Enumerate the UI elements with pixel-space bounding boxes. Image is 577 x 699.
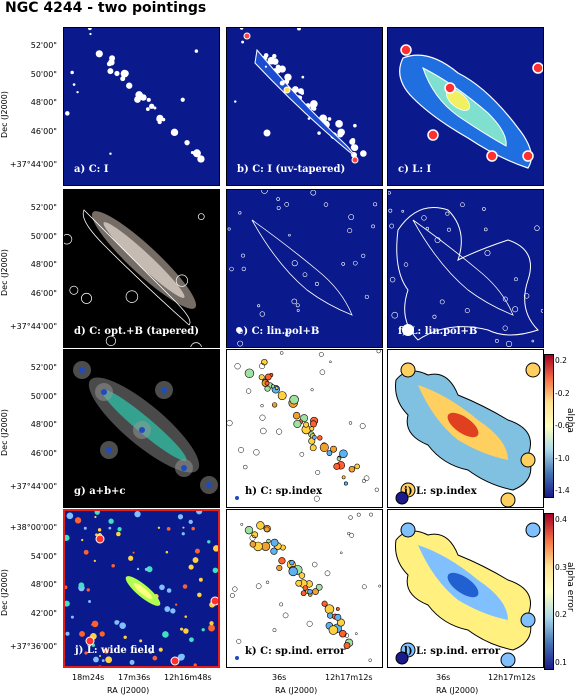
x-tick-col3-1: 12h17m12s bbox=[488, 673, 536, 682]
y-tick-row4-2: 48'00" bbox=[30, 580, 57, 590]
y-axis-label-row3: Dec (J2000) bbox=[0, 409, 9, 457]
y-tick-row4-4: +37°36'00" bbox=[9, 642, 57, 652]
y-tick-row4-1: 54'00" bbox=[30, 551, 57, 561]
x-tick-col1-1: 17m36s bbox=[118, 673, 151, 682]
x-axis-label-col1: RA (J2000) bbox=[107, 686, 150, 695]
colorbar-tick-0-1: -0.2 bbox=[555, 388, 570, 398]
colorbar-tick-1-3: 0.1 bbox=[555, 658, 567, 667]
y-tick-row1-0: 52'00" bbox=[30, 41, 57, 51]
figure-title: NGC 4244 - two pointings bbox=[5, 0, 207, 16]
panel-f-image bbox=[388, 191, 543, 347]
panel-i: i) L: sp.index bbox=[387, 349, 544, 508]
panel-l: l) L: sp.ind. error bbox=[387, 509, 544, 668]
colorbar-alpha bbox=[544, 354, 554, 498]
x-tick-col2-1: 12h17m12s bbox=[325, 673, 373, 682]
panel-j-label: j) L: wide field bbox=[75, 645, 155, 656]
panel-l-label: l) L: sp.ind. error bbox=[404, 646, 501, 657]
y-tick-row3-0: 52'00" bbox=[30, 363, 57, 373]
panel-b: b) C: I (uv-tapered) bbox=[226, 27, 383, 186]
y-tick-row3-2: 48'00" bbox=[30, 420, 57, 430]
colorbar-tick-1-0: 0.4 bbox=[555, 515, 567, 524]
panel-g: g) a+b+c bbox=[63, 349, 220, 508]
x-tick-col2-0: 36s bbox=[272, 673, 287, 682]
panel-d: d) C: opt.+B (tapered) bbox=[63, 189, 220, 348]
x-axis-label-col3: RA (J2000) bbox=[436, 686, 479, 695]
y-tick-row1-2: 48'00" bbox=[30, 98, 57, 108]
y-tick-row4-3: 42'00" bbox=[30, 608, 57, 618]
panel-l-image bbox=[395, 522, 541, 667]
panel-g-image bbox=[73, 361, 218, 494]
panel-k-label: k) C: sp.ind. error bbox=[245, 646, 346, 657]
panel-d-image bbox=[64, 209, 205, 347]
y-tick-row2-1: 50'00" bbox=[30, 231, 57, 241]
panel-k-image bbox=[229, 512, 382, 662]
panel-a: a) C: I bbox=[63, 27, 220, 186]
y-tick-row2-4: +37°44'00" bbox=[9, 322, 57, 332]
colorbar-alpha-error-title: alpha error bbox=[565, 562, 575, 612]
colorbar-tick-0-3: -1.0 bbox=[555, 453, 570, 463]
y-axis-label-row2: Dec (J2000) bbox=[0, 249, 9, 297]
y-tick-row2-2: 48'00" bbox=[30, 260, 57, 270]
panel-j-image bbox=[65, 511, 218, 666]
panel-h-image bbox=[227, 350, 381, 502]
y-tick-row2-0: 52'00" bbox=[30, 203, 57, 213]
panel-e-image bbox=[227, 190, 378, 347]
x-tick-col1-2: 12h16m48s bbox=[164, 673, 212, 682]
y-tick-row3-4: +37°44'00" bbox=[9, 482, 57, 492]
panel-k: k) C: sp.ind. error bbox=[226, 509, 383, 668]
panel-f-label: f) L: lin.pol+B bbox=[398, 326, 478, 337]
panel-h-label: h) C: sp.index bbox=[245, 486, 323, 497]
panel-d-label: d) C: opt.+B (tapered) bbox=[74, 326, 199, 337]
panel-c: c) L: I bbox=[387, 27, 544, 186]
y-tick-row3-3: 46'00" bbox=[30, 448, 57, 458]
y-tick-row1-3: 46'00" bbox=[30, 126, 57, 136]
colorbar-tick-0-2: -0.6 bbox=[555, 421, 570, 430]
panel-j: j) L: wide field bbox=[63, 509, 220, 668]
panel-b-label: b) C: I (uv-tapered) bbox=[237, 164, 346, 175]
panel-h: h) C: sp.index bbox=[226, 349, 383, 508]
y-tick-row1-1: 50'00" bbox=[30, 69, 57, 79]
y-tick-row2-3: 46'00" bbox=[30, 288, 57, 298]
panel-b-image bbox=[234, 28, 367, 164]
colorbar-tick-0-4: -1.4 bbox=[555, 486, 570, 495]
y-tick-row4-0: +38°00'00" bbox=[9, 523, 57, 533]
panel-i-image bbox=[395, 362, 541, 507]
panel-g-label: g) a+b+c bbox=[74, 486, 126, 497]
y-axis-label-row1: Dec (J2000) bbox=[0, 91, 9, 139]
y-axis-label-row4: Dec (J2000) bbox=[0, 569, 9, 617]
panel-c-image bbox=[399, 44, 543, 169]
panel-i-label: i) L: sp.index bbox=[404, 486, 477, 497]
colorbar-alpha-title: alpha bbox=[565, 408, 575, 433]
colorbar-alpha-error bbox=[544, 513, 554, 670]
y-tick-row1-4: +37°44'00" bbox=[9, 160, 57, 170]
x-axis-label-col2: RA (J2000) bbox=[275, 686, 318, 695]
panel-a-image bbox=[65, 28, 205, 163]
panel-e-label: e) C: lin.pol+B bbox=[237, 326, 320, 337]
panel-a-label: a) C: I bbox=[74, 164, 109, 175]
colorbar-tick-1-2: 0.2 bbox=[555, 610, 567, 620]
panel-c-label: c) L: I bbox=[398, 164, 432, 175]
y-tick-row3-1: 50'00" bbox=[30, 391, 57, 401]
colorbar-tick-1-1: 0.3 bbox=[555, 562, 567, 572]
x-tick-col3-0: 36s bbox=[436, 673, 451, 682]
panel-e: e) C: lin.pol+B bbox=[226, 189, 383, 348]
colorbar-tick-0-0: 0.2 bbox=[555, 356, 567, 365]
panel-f: f) L: lin.pol+B bbox=[387, 189, 544, 348]
x-tick-col1-0: 18m24s bbox=[72, 673, 105, 682]
